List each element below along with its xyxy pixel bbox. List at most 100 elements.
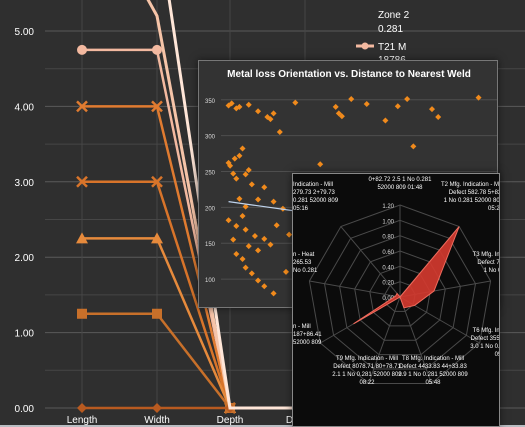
y-tick-label: 3.00	[15, 178, 35, 189]
scatter-point	[363, 101, 370, 108]
radar-label: Indication - Mill	[293, 182, 333, 188]
y-tick-label: 350	[205, 99, 216, 105]
scatter-point	[348, 96, 355, 103]
scatter-point	[435, 113, 442, 120]
data-point	[151, 100, 163, 113]
radar-label: 3.0 1 No 0.2	[470, 344, 499, 350]
series-line	[82, 312, 305, 410]
radar-label: 52000 809 01:48	[377, 185, 423, 191]
scatter-point	[248, 181, 255, 188]
scatter-point	[286, 231, 293, 238]
scatter-point	[242, 264, 249, 271]
radar-label: 05:24	[488, 206, 499, 212]
y-tick-label: 1.00	[15, 329, 35, 340]
radar-label: T8 Mfg. Indication - Mill	[402, 356, 464, 362]
y-tick-label: 100	[205, 278, 216, 284]
legend-swatch-marker	[361, 42, 369, 50]
radar-label: T9 Mfg. Indication - Mill	[336, 356, 398, 362]
scatter-point	[251, 233, 258, 240]
radar-spoke	[309, 280, 401, 298]
scatter-point	[245, 101, 252, 108]
y-tick-label: 0.00	[15, 404, 35, 415]
scatter-point	[236, 103, 243, 110]
scatter-point	[233, 175, 240, 182]
scatter-point	[239, 145, 246, 152]
radar-chart: 0.00 0.20 0.40 0.60 0.80 1.00 1.20 0+82.72 2.5 …	[293, 177, 499, 386]
radar-label: 2.1 1 No 0.281 52000 809	[332, 372, 402, 378]
scatter-chart-title: Metal loss Orientation vs. Distance to N…	[227, 69, 471, 80]
legend-text: T21 M	[378, 42, 406, 53]
radar-label: No 0.281	[293, 268, 318, 274]
scatter-point	[225, 102, 232, 109]
scatter-point	[239, 212, 246, 219]
radar-label: 265.53	[293, 260, 312, 266]
r-tick-label: 1.00	[382, 219, 394, 225]
radar-spoke	[399, 296, 432, 384]
scatter-point	[230, 170, 237, 177]
r-tick-label: 0.00	[382, 296, 394, 302]
y-tick-label: 4.00	[15, 102, 35, 113]
radar-label: n - Mill	[293, 324, 311, 330]
scatter-point	[255, 196, 262, 203]
y-tick-label: 5.00	[15, 27, 35, 38]
r-tick-label: 0.40	[382, 265, 394, 271]
radar-label: 279.73 2+79.73	[293, 190, 336, 196]
scatter-point	[273, 222, 280, 229]
y-tick-label: 250	[205, 170, 216, 176]
radar-label: T6 Mfg. Ind	[473, 328, 499, 334]
x-tick-label: Depth	[217, 415, 244, 425]
scatter-point	[242, 226, 249, 233]
radar-chart-panel: 0.00 0.20 0.40 0.60 0.80 1.00 1.20 0+82.72 2.5 …	[292, 173, 500, 427]
data-point	[76, 232, 88, 244]
radar-label: Defect 8078.71 80+78.71	[333, 364, 401, 370]
radar-ring	[339, 235, 461, 356]
x-tick-label: Width	[144, 415, 170, 425]
radar-area	[353, 226, 460, 325]
scatter-point	[261, 235, 268, 242]
data-point	[152, 308, 162, 319]
scatter-point	[267, 116, 274, 123]
scatter-point	[261, 184, 268, 191]
scatter-point	[261, 283, 268, 290]
radar-label: Defect 3558	[471, 336, 499, 342]
legend-text: Zone 2	[378, 10, 410, 21]
scatter-point	[233, 222, 240, 229]
scatter-point	[276, 129, 283, 136]
scatter-point	[332, 103, 339, 110]
data-point	[151, 175, 163, 188]
radar-label: Defect 74	[477, 260, 499, 266]
y-tick-label: 200	[205, 206, 216, 212]
scatter-point	[227, 162, 234, 169]
radar-ring	[308, 204, 492, 384]
scatter-point	[231, 155, 238, 162]
data-point	[77, 44, 87, 55]
scatter-point	[382, 117, 389, 124]
data-point	[77, 403, 87, 413]
radar-label: n - Heat	[293, 252, 315, 258]
scatter-point	[267, 241, 274, 248]
scatter-point	[230, 236, 237, 243]
scatter-point	[228, 100, 235, 107]
data-point	[77, 308, 87, 319]
scatter-point	[270, 290, 277, 297]
data-point	[152, 403, 162, 413]
line-series	[167, 0, 305, 410]
radar-label: 0+82.72 2.5 1 No 0.281	[369, 177, 433, 183]
radar-label: 1 No 0.	[484, 268, 499, 274]
scatter-point	[317, 161, 324, 168]
scatter-point	[236, 152, 243, 159]
radar-ring	[323, 219, 477, 370]
radar-label: 05:	[495, 352, 499, 358]
scatter-point	[292, 99, 299, 106]
radar-label: 2.9 1 No 0.281 52000 809	[398, 372, 468, 378]
y-tick-label: 2.00	[15, 253, 35, 264]
radar-label: Defect 4433.83 44+33.83	[399, 364, 467, 370]
scatter-point	[255, 247, 262, 254]
y-tick-label: 300	[205, 135, 216, 141]
data-point	[76, 175, 88, 188]
scatter-point	[245, 243, 252, 250]
data-point	[76, 100, 88, 113]
scatter-point	[338, 113, 345, 120]
scatter-point	[255, 277, 262, 284]
